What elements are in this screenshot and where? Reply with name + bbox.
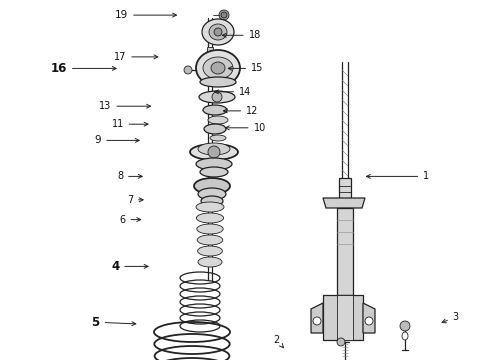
Ellipse shape (203, 57, 233, 79)
Ellipse shape (214, 28, 222, 36)
Ellipse shape (402, 332, 408, 340)
Ellipse shape (313, 317, 321, 325)
Ellipse shape (201, 196, 223, 206)
Ellipse shape (190, 144, 238, 160)
Polygon shape (323, 198, 365, 208)
Ellipse shape (198, 143, 230, 155)
Ellipse shape (212, 92, 222, 102)
Text: 16: 16 (50, 62, 116, 75)
Text: 8: 8 (117, 171, 142, 181)
Ellipse shape (210, 135, 226, 141)
Text: 3: 3 (442, 312, 459, 323)
Text: 17: 17 (114, 52, 158, 62)
Ellipse shape (196, 50, 240, 86)
Text: 15: 15 (228, 63, 264, 73)
Ellipse shape (199, 91, 235, 103)
Ellipse shape (196, 213, 223, 223)
Ellipse shape (208, 116, 228, 124)
Ellipse shape (198, 188, 226, 200)
Ellipse shape (194, 178, 230, 194)
Ellipse shape (200, 77, 236, 87)
Text: 2: 2 (274, 335, 284, 348)
Text: 1: 1 (367, 171, 429, 181)
Polygon shape (323, 295, 363, 340)
Ellipse shape (211, 62, 225, 74)
Bar (207, 47, 213, 57)
Bar (339, 178, 351, 200)
Text: 10: 10 (225, 123, 266, 133)
Ellipse shape (204, 124, 226, 134)
Text: 5: 5 (92, 316, 136, 329)
Text: 18: 18 (222, 30, 261, 40)
Ellipse shape (196, 158, 232, 170)
Bar (337, 295, 353, 340)
Ellipse shape (197, 224, 223, 234)
Text: 14: 14 (215, 87, 251, 97)
Ellipse shape (198, 257, 222, 267)
Ellipse shape (203, 105, 227, 115)
Text: 11: 11 (112, 119, 148, 129)
Ellipse shape (197, 235, 223, 245)
Ellipse shape (196, 202, 224, 212)
Bar (337, 208, 353, 295)
Text: 19: 19 (115, 10, 176, 20)
Ellipse shape (200, 167, 228, 177)
Text: 13: 13 (99, 101, 150, 111)
Text: 7: 7 (127, 195, 143, 205)
Ellipse shape (184, 66, 192, 74)
Text: 4: 4 (111, 260, 148, 273)
Ellipse shape (202, 19, 234, 45)
Ellipse shape (221, 12, 227, 18)
Ellipse shape (209, 24, 227, 40)
Ellipse shape (208, 146, 220, 158)
Ellipse shape (197, 246, 222, 256)
Polygon shape (311, 303, 323, 333)
Ellipse shape (365, 317, 373, 325)
Ellipse shape (337, 338, 345, 346)
Text: 6: 6 (120, 215, 141, 225)
Text: 9: 9 (95, 135, 139, 145)
Ellipse shape (219, 10, 229, 20)
Text: 12: 12 (223, 106, 259, 116)
Ellipse shape (400, 321, 410, 331)
Polygon shape (363, 303, 375, 333)
